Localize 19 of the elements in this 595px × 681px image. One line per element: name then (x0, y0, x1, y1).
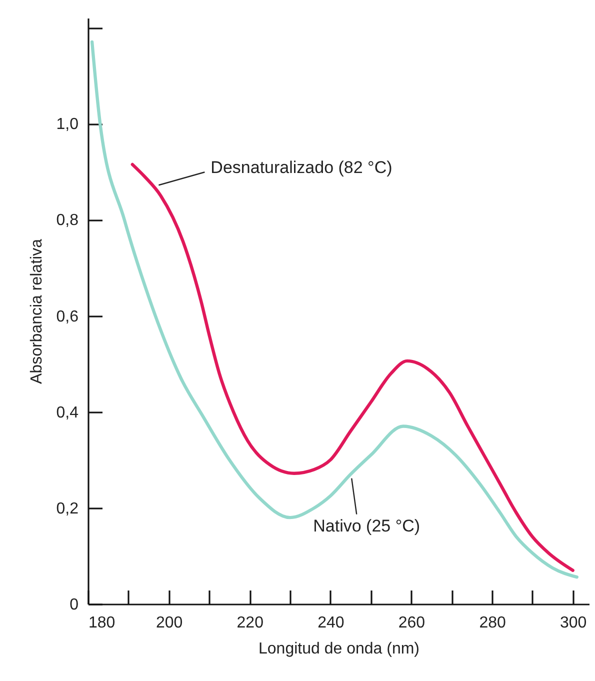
y-tick-label: 0,8 (56, 212, 79, 230)
y-tick-label: 0 (70, 596, 79, 614)
annotation: Nativo (25 °C) (313, 516, 420, 536)
y-tick-label: 0,2 (56, 500, 79, 518)
line-series (130, 162, 574, 572)
y-tick-label: 1,0 (56, 116, 79, 134)
x-tick-label: 280 (479, 614, 506, 632)
x-tick-label: 220 (236, 614, 264, 632)
line-series (90, 40, 578, 579)
x-tick-label: 260 (398, 614, 426, 632)
x-axis-title: Longitud de onda (nm) (258, 640, 420, 658)
x-tick-label: 300 (560, 614, 587, 632)
x-tick-label: 180 (88, 614, 116, 632)
y-tick-label: 0,4 (56, 404, 79, 422)
y-axis-title: Absorbancia relativa (28, 238, 46, 384)
x-tick-label: 200 (156, 614, 183, 632)
y-tick-label: 0,6 (56, 308, 79, 326)
x-tick-label: 240 (318, 614, 344, 632)
annotation: Desnaturalizado (82 °C) (210, 158, 392, 178)
